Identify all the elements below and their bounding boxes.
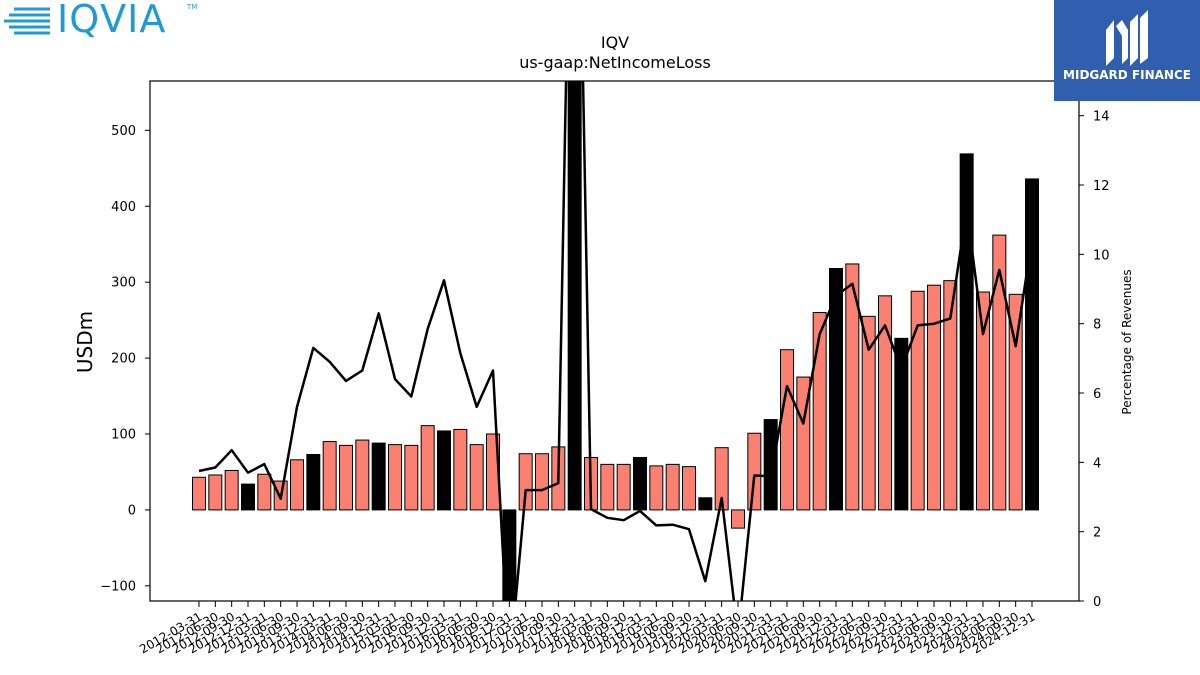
bar-2013-12-31 <box>306 453 321 511</box>
y-tick-label: 0 <box>128 503 136 518</box>
bar-2015-03-31 <box>388 444 402 511</box>
bar-2019-06-30 <box>665 463 680 511</box>
y2-tick-label: 8 <box>1093 318 1101 333</box>
bar-2014-09-30 <box>355 439 370 511</box>
bar-2017-12-31 <box>567 81 582 511</box>
bar-2022-03-31 <box>845 263 860 511</box>
y2-tick-label: 2 <box>1093 526 1101 541</box>
y2-tick-label: 0 <box>1093 595 1101 610</box>
percentage-line <box>198 81 1034 601</box>
bar-2018-09-30 <box>616 463 631 511</box>
axes: −1000100200300400500024681012142012-03-3… <box>100 80 1110 656</box>
bar-2016-03-31 <box>453 428 468 511</box>
bar-2013-03-31 <box>257 473 272 511</box>
badge-title: MIDGARD FINANCE <box>1063 68 1191 82</box>
bar-2018-12-31 <box>633 457 647 511</box>
y2-tick-label: 12 <box>1093 179 1110 194</box>
bar-2013-09-30 <box>290 459 304 511</box>
bar-2024-12-31 <box>1025 178 1039 511</box>
y-tick-label: 400 <box>111 200 136 215</box>
y2-tick-label: 10 <box>1093 248 1110 263</box>
y2-tick-label: 14 <box>1093 110 1110 125</box>
y-tick-label: 500 <box>111 124 136 139</box>
bar-2017-03-31 <box>518 453 533 511</box>
y2-tick-label: 6 <box>1093 387 1101 402</box>
bar-2019-09-30 <box>682 466 696 511</box>
y2-tick-label: 4 <box>1093 456 1101 471</box>
bar-2022-09-30 <box>878 295 892 511</box>
iqvia-logo: IQVIA TM <box>0 0 210 44</box>
chart-title: IQV <box>601 33 629 52</box>
bar-2023-12-31 <box>959 153 974 511</box>
bar-2024-03-31 <box>976 291 990 511</box>
bar-2021-12-31 <box>829 268 843 511</box>
logo-wordmark: IQVIA <box>57 0 167 41</box>
bar-2021-03-31 <box>780 349 794 511</box>
bar-2020-09-30 <box>747 432 762 511</box>
bar-2020-12-31 <box>763 419 778 511</box>
bar-2012-06-30 <box>208 474 223 511</box>
bar-2014-03-31 <box>322 441 337 511</box>
line-series <box>198 81 1034 601</box>
bar-2021-09-30 <box>812 312 827 511</box>
y-axis-label: USDm <box>73 311 97 373</box>
bar-2012-03-31 <box>192 476 206 511</box>
logo-trademark: TM <box>187 3 198 11</box>
bar-2019-03-31 <box>649 465 664 511</box>
bar-2017-06-30 <box>535 453 549 511</box>
logo-stripes-icon <box>4 7 50 35</box>
midgard-logo-icon <box>1106 10 1148 66</box>
bar-2023-03-31 <box>910 290 925 511</box>
bar-2018-06-30 <box>600 463 615 511</box>
bar-series <box>192 81 1039 601</box>
bar-2012-09-30 <box>224 469 239 511</box>
bar-2023-09-30 <box>943 280 958 511</box>
bar-2015-12-31 <box>437 430 451 511</box>
bar-2020-06-30 <box>731 509 745 529</box>
bar-2014-12-31 <box>371 442 386 511</box>
midgard-finance-badge: MIDGARD FINANCE <box>1054 0 1200 101</box>
bar-2024-09-30 <box>1008 293 1023 511</box>
y-tick-label: 200 <box>111 352 136 367</box>
y2-axis-label: Percentage of Revenues <box>1120 269 1134 414</box>
bar-2023-06-30 <box>927 284 941 511</box>
bar-2012-12-31 <box>241 483 255 511</box>
chart-subtitle: us-gaap:NetIncomeLoss <box>519 53 711 72</box>
bar-2022-12-31 <box>894 337 909 511</box>
y-tick-label: 300 <box>111 276 136 291</box>
y-tick-label: 100 <box>111 427 136 442</box>
bar-2024-06-30 <box>992 234 1007 511</box>
bar-2014-06-30 <box>339 444 353 511</box>
bar-2022-06-30 <box>861 315 876 511</box>
bar-2015-06-30 <box>404 444 419 511</box>
y-tick-label: −100 <box>100 579 136 594</box>
bar-2016-06-30 <box>469 444 484 511</box>
plot-frame <box>149 80 1080 602</box>
bar-2020-03-31 <box>714 447 729 511</box>
bar-2015-09-30 <box>420 425 435 511</box>
bar-2019-12-31 <box>698 497 713 511</box>
